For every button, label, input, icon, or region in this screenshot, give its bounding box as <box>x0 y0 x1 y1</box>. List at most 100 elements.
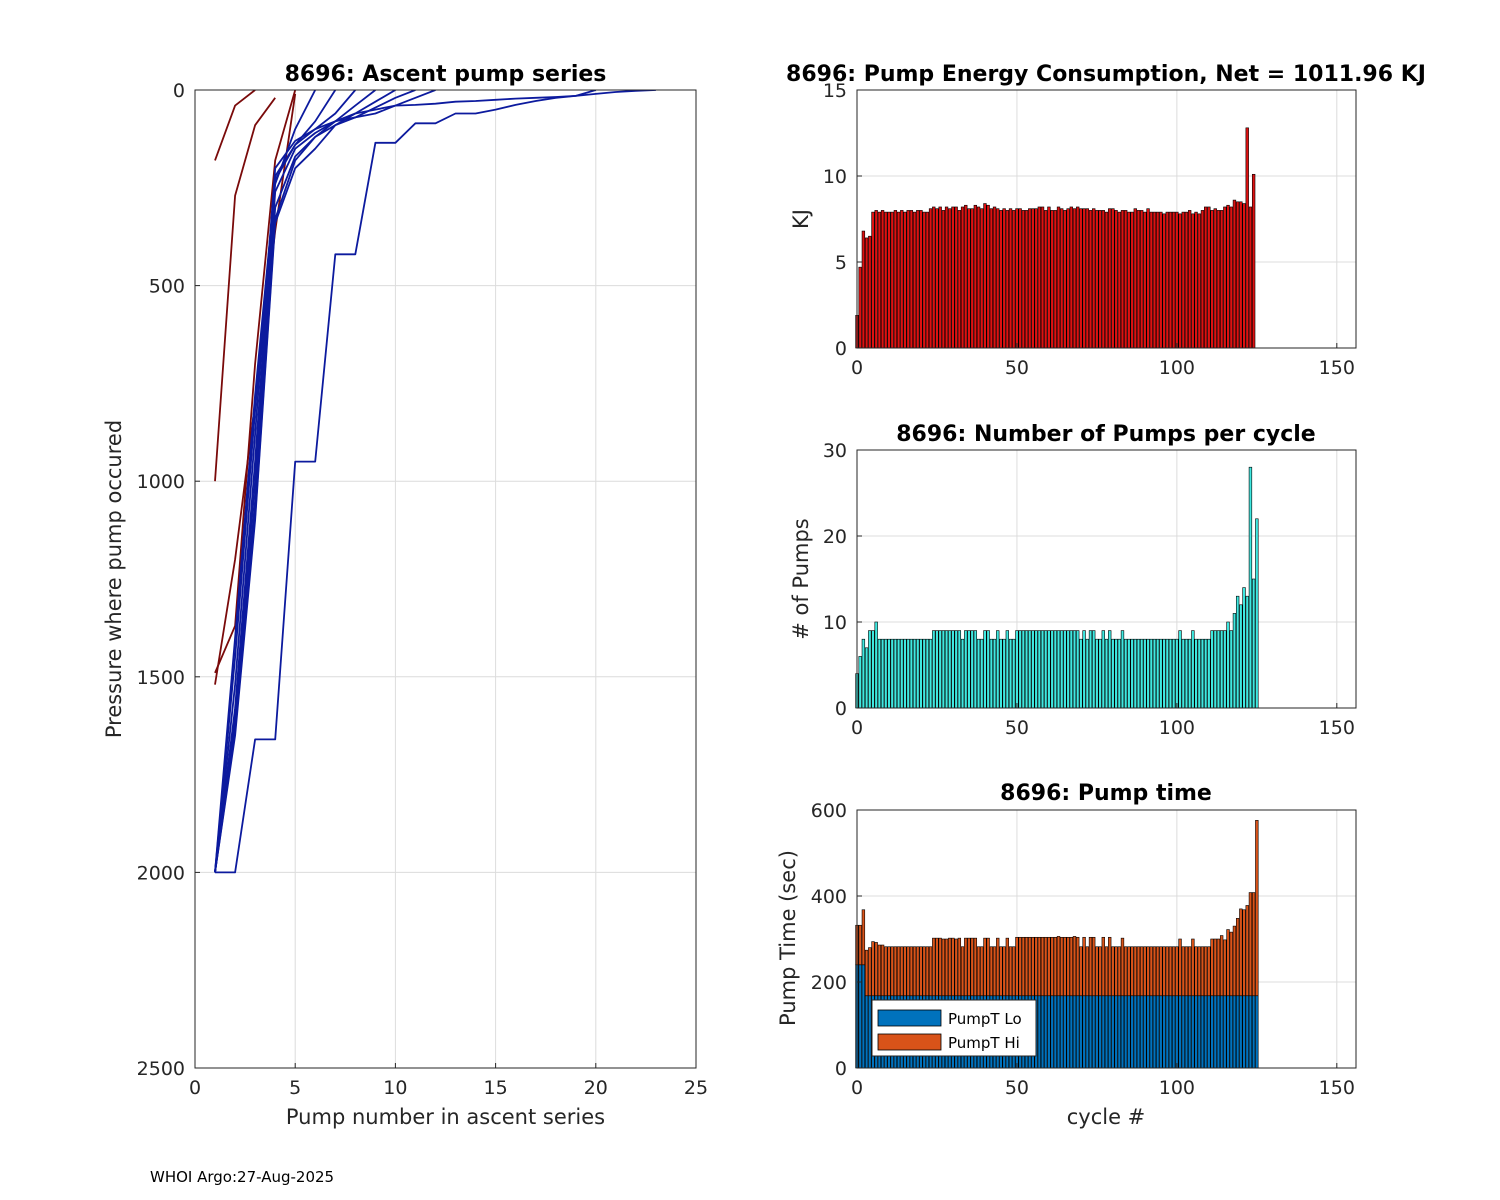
pumptime-hi-bar <box>960 946 965 997</box>
pumptime-lo-bar <box>1076 995 1080 1069</box>
pumps-bar <box>960 638 965 709</box>
pumps-bar <box>1044 630 1048 709</box>
pumps-bar <box>1235 595 1240 709</box>
energy-bar <box>1239 201 1243 349</box>
pumptime-hi-bar <box>877 944 882 997</box>
pumptime-y-tick-label: 400 <box>811 886 847 908</box>
pumptime-lo-bar <box>1136 995 1141 1069</box>
energy-x-tick-label: 0 <box>851 357 863 379</box>
energy-ticks: 0 50 100 150 0 5 10 15 <box>823 80 1355 379</box>
pumps-bar <box>957 630 962 709</box>
pumptime-hi-bar <box>1181 946 1185 997</box>
energy-bar <box>861 230 866 349</box>
pumps-bar <box>893 638 898 709</box>
pumptime-lo-bar <box>1108 995 1112 1069</box>
pumps-bar <box>967 630 971 709</box>
energy-bar <box>1008 208 1013 349</box>
pumptime-hi-bar <box>1200 946 1205 997</box>
pumptime-hi-bar <box>1076 936 1080 997</box>
pumptime-lo-bar <box>1072 995 1077 1069</box>
pumps-y-tick-label: 30 <box>823 440 847 462</box>
pumptime-lo-bar <box>1050 995 1054 1069</box>
pumptime-hi-bar <box>1012 946 1016 997</box>
pumptime-hi-bar <box>1040 936 1045 997</box>
pumptime-hi-bar <box>919 946 923 997</box>
footer-credit: WHOI Argo:27-Aug-2025 <box>150 1168 334 1186</box>
pumps-bar <box>1053 630 1057 709</box>
pumptime-hi-bar <box>996 937 1000 997</box>
pumptime-lo-bar <box>1219 995 1224 1069</box>
pumptime-lo-bar <box>1092 995 1096 1069</box>
pumptime-hi-bar <box>967 937 971 997</box>
energy-bar <box>1072 208 1077 349</box>
pumps-bar <box>1114 638 1118 709</box>
energy-bar <box>1053 210 1057 349</box>
pumps-bar <box>1159 638 1163 709</box>
pumptime-hi-bar <box>1085 946 1089 997</box>
ascent-plot-area <box>214 90 656 874</box>
pumptime-hi-bar <box>922 946 926 997</box>
energy-bar <box>1136 210 1141 349</box>
energy-bar <box>948 208 952 349</box>
pumptime-hi-bar <box>1066 936 1070 997</box>
pumptime-lo-bar <box>1235 995 1240 1069</box>
energy-bar <box>1044 210 1048 349</box>
energy-bar <box>1156 211 1160 349</box>
pumptime-hi-bar <box>1188 946 1192 997</box>
energy-x-tick-label: 150 <box>1319 357 1355 379</box>
energy-bar <box>935 208 939 349</box>
pumptime-hi-bar <box>1194 946 1198 997</box>
pumptime-lo-bar <box>1194 995 1198 1069</box>
pumptime-hi-bar <box>1130 946 1134 997</box>
pumps-bar <box>890 638 894 709</box>
pumptime-lo-bar <box>1140 995 1144 1069</box>
pumptime-lo-bar <box>1082 995 1086 1069</box>
pumptime-lo-bar <box>1181 995 1185 1069</box>
energy-axes-box <box>856 89 1357 349</box>
pumptime-hi-bar <box>1005 937 1009 997</box>
pumps-bar <box>1092 630 1096 709</box>
energy-bar <box>996 208 1000 349</box>
energy-bar <box>1130 211 1134 349</box>
energy-bar <box>909 210 914 349</box>
pumptime-lo-bar <box>1168 995 1173 1069</box>
ascent-x-tick-label: 15 <box>484 1077 508 1099</box>
energy-bar <box>916 210 920 349</box>
pumps-bar <box>1156 638 1160 709</box>
legend-swatch-pumpt-hi <box>877 1033 942 1051</box>
pumps-bar <box>1207 638 1211 709</box>
pumps-chart-title: 8696: Number of Pumps per cycle <box>896 422 1315 447</box>
pumptime-hi-bar <box>1216 938 1221 997</box>
pumps-bar <box>1005 630 1009 709</box>
pumps-bar <box>976 638 981 709</box>
pumps-bar <box>1226 621 1230 709</box>
energy-bar <box>954 206 958 349</box>
pumptime-axes-box <box>856 809 1357 1069</box>
ascent-series-line-cycle-9 <box>214 90 396 873</box>
pump-energy-axes: 8696: Pump Energy Consumption, Net = 101… <box>786 62 1426 379</box>
energy-bar <box>1005 210 1009 349</box>
energy-bar <box>925 211 930 349</box>
energy-bar <box>1085 208 1089 349</box>
pumps-bar <box>1040 630 1045 709</box>
pumptime-hi-bar <box>1239 908 1243 997</box>
energy-bar <box>1194 211 1198 349</box>
pumps-bar <box>1194 638 1198 709</box>
pumps-bar <box>1140 638 1144 709</box>
energy-bar <box>1213 208 1217 349</box>
energy-bar <box>1034 208 1038 349</box>
pumptime-hi-bar <box>1018 936 1022 997</box>
pumps-bar <box>944 630 949 709</box>
pumps-bar <box>1111 638 1115 709</box>
pumptime-hi-bar <box>1191 938 1195 997</box>
pumptime-lo-bar <box>1172 995 1176 1069</box>
pumptime-chart-title: 8696: Pump time <box>1000 781 1212 806</box>
pumptime-hi-bar <box>1060 936 1064 997</box>
energy-bar <box>1028 208 1032 349</box>
pumptime-lo-bar <box>1060 995 1064 1069</box>
pumps-bar <box>877 638 882 709</box>
pumptime-hi-bar <box>1092 936 1096 997</box>
pumptime-lo-bar <box>1248 995 1253 1069</box>
pumptime-hi-bar <box>1034 936 1038 997</box>
energy-bar <box>928 208 933 349</box>
